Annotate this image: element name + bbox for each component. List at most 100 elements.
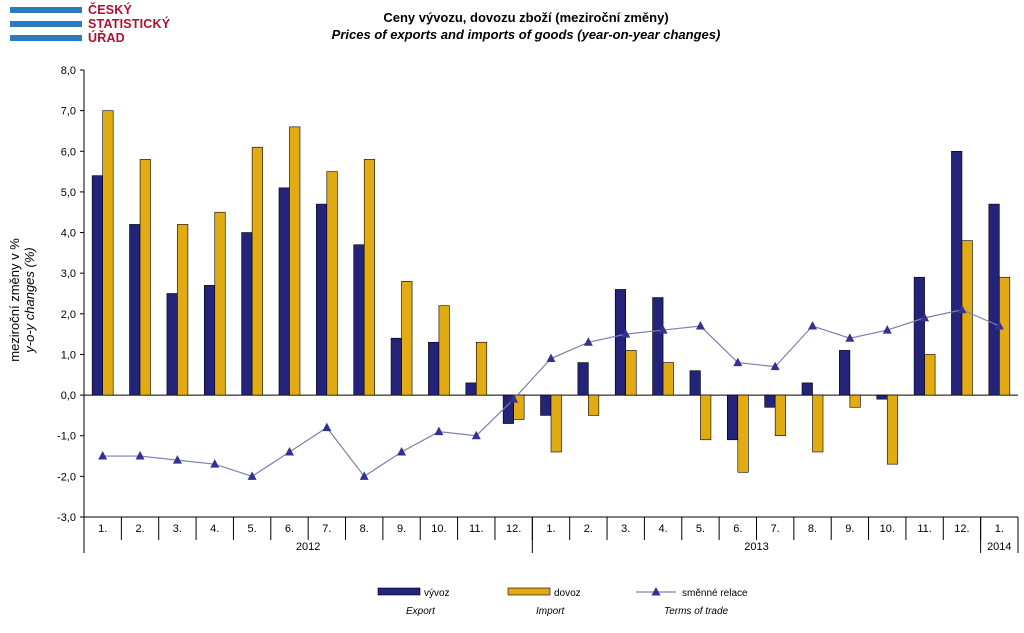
x-tick-label: 10.	[431, 523, 446, 535]
bar-export	[91, 175, 103, 396]
y-tick-label: 4,0	[61, 228, 76, 240]
bar-import	[737, 394, 749, 473]
x-tick-label: 11.	[917, 523, 931, 535]
bar-import	[289, 126, 301, 396]
y-tick-label: 5,0	[61, 187, 76, 199]
bar-import	[251, 146, 263, 396]
terms-of-trade-point	[845, 333, 855, 342]
bar-import	[475, 341, 488, 396]
y-tick-label: -1,0	[57, 431, 76, 443]
bar-export	[726, 394, 739, 441]
y-tick-label: 7,0	[61, 106, 76, 118]
bar-import	[662, 362, 674, 396]
bar-export	[577, 362, 589, 396]
bar-import	[326, 171, 338, 396]
bar-import	[550, 394, 562, 453]
bar-export	[988, 203, 1000, 396]
y-tick-label: -2,0	[57, 471, 76, 483]
legend-label: dovoz	[554, 588, 581, 599]
logo-line: ČESKÝ	[88, 3, 133, 17]
x-tick-label: 7.	[322, 523, 331, 535]
terms-of-trade-point	[733, 357, 743, 367]
legend-label-en: Terms of trade	[664, 606, 729, 617]
y-axis-label: meziroční změny v %	[7, 238, 22, 362]
bar-import	[438, 305, 450, 396]
bar-import	[700, 394, 712, 441]
y-tick-label: -3,0	[57, 512, 76, 524]
bar-export	[465, 382, 477, 396]
x-tick-label: 4.	[658, 523, 667, 535]
bar-export	[129, 224, 141, 396]
bar-import	[102, 110, 114, 396]
legend-marker	[651, 587, 661, 596]
bar-import	[363, 159, 376, 396]
x-tick-label: 5.	[696, 523, 705, 535]
bar-export	[614, 289, 627, 396]
year-label: 2012	[296, 541, 320, 553]
bar-import	[999, 276, 1011, 396]
terms-of-trade-point	[882, 325, 892, 334]
year-label: 2013	[744, 541, 768, 553]
x-tick-label: 1.	[546, 523, 555, 535]
bar-export	[166, 293, 178, 396]
x-tick-label: 3.	[173, 523, 182, 535]
y-tick-label: 6,0	[61, 146, 76, 158]
bar-import	[924, 354, 936, 396]
x-tick-label: 5.	[248, 523, 257, 535]
terms-of-trade-point	[434, 426, 444, 436]
bar-import	[625, 350, 637, 396]
bar-import	[513, 394, 525, 420]
bar-import	[961, 240, 973, 396]
terms-of-trade-point	[359, 471, 369, 480]
terms-of-trade-point	[583, 337, 593, 346]
bar-import	[812, 394, 824, 453]
terms-of-trade-point	[695, 321, 705, 330]
logo-bar	[10, 35, 82, 41]
legend-swatch	[507, 587, 551, 596]
terms-of-trade-point	[546, 353, 556, 363]
bar-export	[913, 276, 925, 396]
chart-subtitle: Prices of exports and imports of goods (…	[331, 27, 721, 42]
x-tick-label: 1.	[995, 523, 1004, 535]
bar-import	[139, 159, 151, 396]
terms-of-trade-point	[397, 446, 407, 456]
terms-of-trade-point	[621, 329, 631, 338]
bar-export	[241, 232, 253, 396]
legend-label-en: Import	[536, 606, 566, 617]
x-tick-label: 9.	[397, 523, 406, 535]
bar-export	[876, 394, 888, 400]
y-axis-label-en: y-o-y changes (%)	[22, 247, 37, 353]
terms-of-trade-point	[770, 361, 780, 371]
y-tick-label: 0,0	[61, 390, 76, 402]
bar-export	[951, 150, 963, 396]
terms-of-trade-point	[247, 471, 257, 480]
legend-label: vývoz	[424, 588, 450, 599]
x-tick-label: 6.	[733, 523, 742, 535]
legend-swatch	[377, 587, 421, 596]
terms-of-trade-point	[135, 451, 145, 460]
bar-import	[588, 394, 600, 416]
terms-of-trade-point	[172, 455, 182, 464]
x-tick-label: 11.	[469, 523, 483, 535]
terms-of-trade-point	[658, 325, 668, 334]
x-tick-label: 12.	[954, 523, 969, 535]
x-tick-label: 9.	[845, 523, 854, 535]
y-tick-label: 3,0	[61, 268, 76, 280]
logo-bar	[10, 21, 82, 27]
x-tick-label: 2.	[584, 523, 593, 535]
bar-export	[764, 394, 776, 408]
x-tick-label: 8.	[808, 523, 817, 535]
year-label: 2014	[987, 541, 1011, 553]
bar-export	[353, 244, 365, 396]
terms-of-trade-point	[322, 422, 332, 432]
logo-line: STATISTICKÝ	[88, 17, 171, 31]
bar-export	[652, 297, 664, 396]
logo-line: ÚŘAD	[88, 31, 125, 45]
bar-export	[839, 350, 851, 396]
chart-title: Ceny vývozu, dovozu zboží (meziroční změ…	[383, 10, 669, 25]
czso-logo: ČESKÝ STATISTICKÝ ÚŘAD	[10, 4, 170, 46]
x-tick-label: 7.	[771, 523, 780, 535]
bar-export	[689, 370, 701, 396]
